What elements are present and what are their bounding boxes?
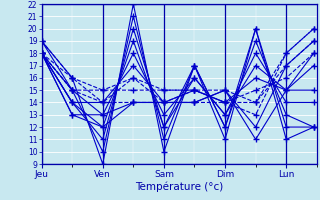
X-axis label: Température (°c): Température (°c): [135, 181, 223, 192]
